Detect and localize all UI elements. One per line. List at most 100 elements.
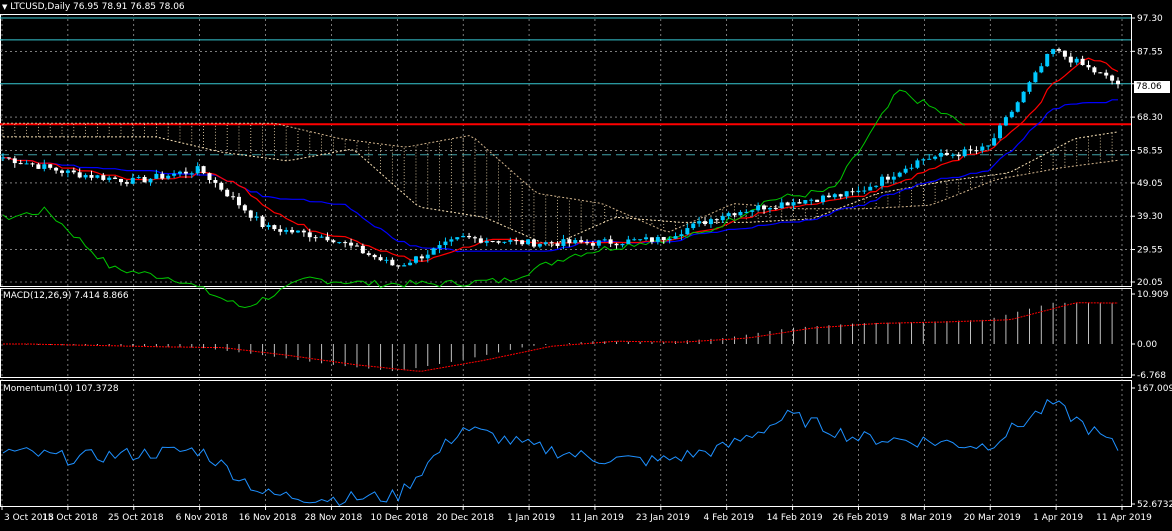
time-axis-label: 11 Apr 2019 [1096,513,1152,523]
candle-body [1074,58,1079,63]
candle-body [36,164,41,169]
candle-body [620,243,625,246]
candle-body [573,240,578,244]
candle-body [65,170,70,173]
candle-body [791,202,796,206]
candle-body [679,234,684,237]
candle-body [425,254,430,259]
momentum-label: Momentum(10) 107.3728 [3,384,119,394]
candle-body [903,168,908,173]
candle-body [201,166,206,174]
candle-body [413,256,418,263]
candle-body [750,210,755,212]
time-axis-label: 3 Oct 2018 [4,513,54,523]
candle-body [154,173,159,179]
candle-body [402,265,407,267]
candle-body [1051,49,1056,54]
time-axis-label: 8 Mar 2019 [901,513,953,523]
candle-body [225,189,230,197]
candle-body [579,240,584,243]
candle-body [490,240,495,242]
candle-body [1057,49,1062,51]
candle-body [585,242,590,244]
candle-body [77,172,82,178]
candle-body [195,166,200,174]
candle-body [508,240,513,242]
candle-body [472,237,477,239]
chart-title: ▼ LTCUSD,Daily 76.95 78.91 76.85 78.06 [2,2,185,12]
candle-body [484,240,489,243]
candle-body [956,154,961,157]
triangle-down-icon[interactable]: ▼ [2,3,8,11]
candle-body [850,191,855,193]
candle-body [1116,80,1120,85]
candle-body [89,175,94,178]
candle-body [732,213,737,216]
candle-body [885,176,890,180]
candle-body [419,256,424,259]
candle-body [549,242,554,244]
candle-body [762,205,767,210]
candle-body [838,194,843,197]
candle-body [461,235,466,238]
candle-body [726,213,731,217]
candle-body [785,202,790,206]
candle-body [992,138,997,146]
time-axis-label: 20 Mar 2019 [964,513,1021,523]
candle-body [1015,102,1020,112]
candle-body [779,202,784,209]
candle-body [537,243,542,247]
candle-body [396,265,401,267]
candle-body [272,225,277,230]
chikou-line [2,89,965,309]
candle-body [30,163,35,165]
candle-body [691,223,696,229]
candle-body [962,149,967,157]
candle-body [148,178,153,183]
candle-body [1086,65,1091,68]
candle-body [142,176,147,183]
candle-body [207,173,212,181]
time-axis-label: 10 Dec 2018 [371,513,429,523]
candle-body [520,240,525,245]
candle-body [596,240,601,246]
symbol-ohlc-label: LTCUSD,Daily 76.95 78.91 76.85 78.06 [10,2,185,12]
candle-body [443,241,448,246]
candle-body [24,163,29,165]
price-axis-label: 29.55 [1137,246,1163,256]
time-axis-label: 6 Nov 2018 [176,513,228,523]
candle-body [655,237,660,242]
candle-body [773,208,778,210]
time-axis-label: 1 Jan 2019 [507,513,555,523]
candle-body [614,243,619,246]
candle-body [408,262,413,266]
time-axis-label: 16 Nov 2018 [239,513,297,523]
time-axis-label: 28 Nov 2018 [305,513,363,523]
momentum-axis-label: 167.0098 [1137,384,1172,394]
momentum-axis-label: 52.6732 [1137,500,1172,510]
candle-body [18,163,23,165]
candle-body [372,254,377,258]
candle-body [467,235,472,238]
candle-body [874,185,879,187]
candle-body [744,211,749,213]
candle-body [1021,91,1026,103]
momentum-line [2,398,1119,507]
candle-body [844,191,849,197]
candle-body [638,239,643,241]
time-axis-label: 20 Dec 2018 [436,513,494,523]
candle-body [950,154,955,156]
candle-body [1039,66,1044,73]
macd-axis-label: 0.00 [1137,340,1157,350]
time-axis-label: 26 Feb 2019 [832,513,888,523]
candle-body [349,242,354,246]
candle-body [703,221,708,225]
candle-body [1098,72,1103,74]
senkou-b-line [3,122,1119,233]
candle-body [107,177,112,180]
macd-label: MACD(12,26,9) 7.414 8.866 [3,291,129,301]
price-axis-label: 20.05 [1137,278,1163,288]
candle-body [1104,72,1109,76]
candle-body [307,232,312,238]
candle-body [6,157,11,159]
